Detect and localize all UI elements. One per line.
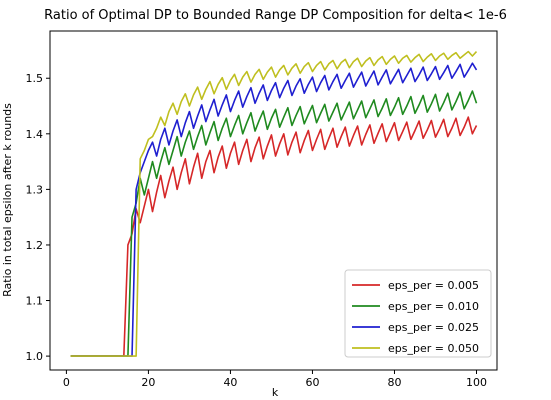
x-tick-label: 80 [387,376,401,389]
legend-label-4: eps_per = 0.050 [388,342,479,355]
x-tick-label: 100 [466,376,487,389]
x-axis-label: k [272,386,279,399]
legend-box [344,269,492,358]
y-axis: 1.0 1.1 1.2 1.3 1.4 1.5 [26,72,50,363]
series-line-1 [70,116,478,357]
legend-label-2: eps_per = 0.010 [388,300,479,313]
y-axis-label: Ratio in total epsilon after k rounds [1,103,14,297]
series-line-2 [70,90,478,357]
legend-label-3: eps_per = 0.025 [388,321,479,334]
y-tick-label: 1.1 [26,295,44,308]
legend-label-1: eps_per = 0.005 [388,279,479,292]
y-tick-label: 1.5 [26,72,44,85]
y-tick-label: 1.3 [26,183,44,196]
y-tick-label: 1.2 [26,239,44,252]
legend: eps_per = 0.005 eps_per = 0.010 eps_per = … [344,269,492,358]
x-tick-label: 40 [223,376,237,389]
plot-frame [49,30,498,371]
series-line-3 [70,62,478,357]
y-tick-label: 1.4 [26,128,44,141]
y-tick-label: 1.0 [26,350,44,363]
x-tick-label: 20 [141,376,155,389]
series-group [70,50,478,357]
x-axis: 0 20 40 60 80 100 [63,370,487,389]
x-tick-label: 0 [63,376,70,389]
chart-title: Ratio of Optimal DP to Bounded Range DP … [44,8,507,23]
x-tick-label: 60 [305,376,319,389]
series-line-4 [70,50,478,357]
